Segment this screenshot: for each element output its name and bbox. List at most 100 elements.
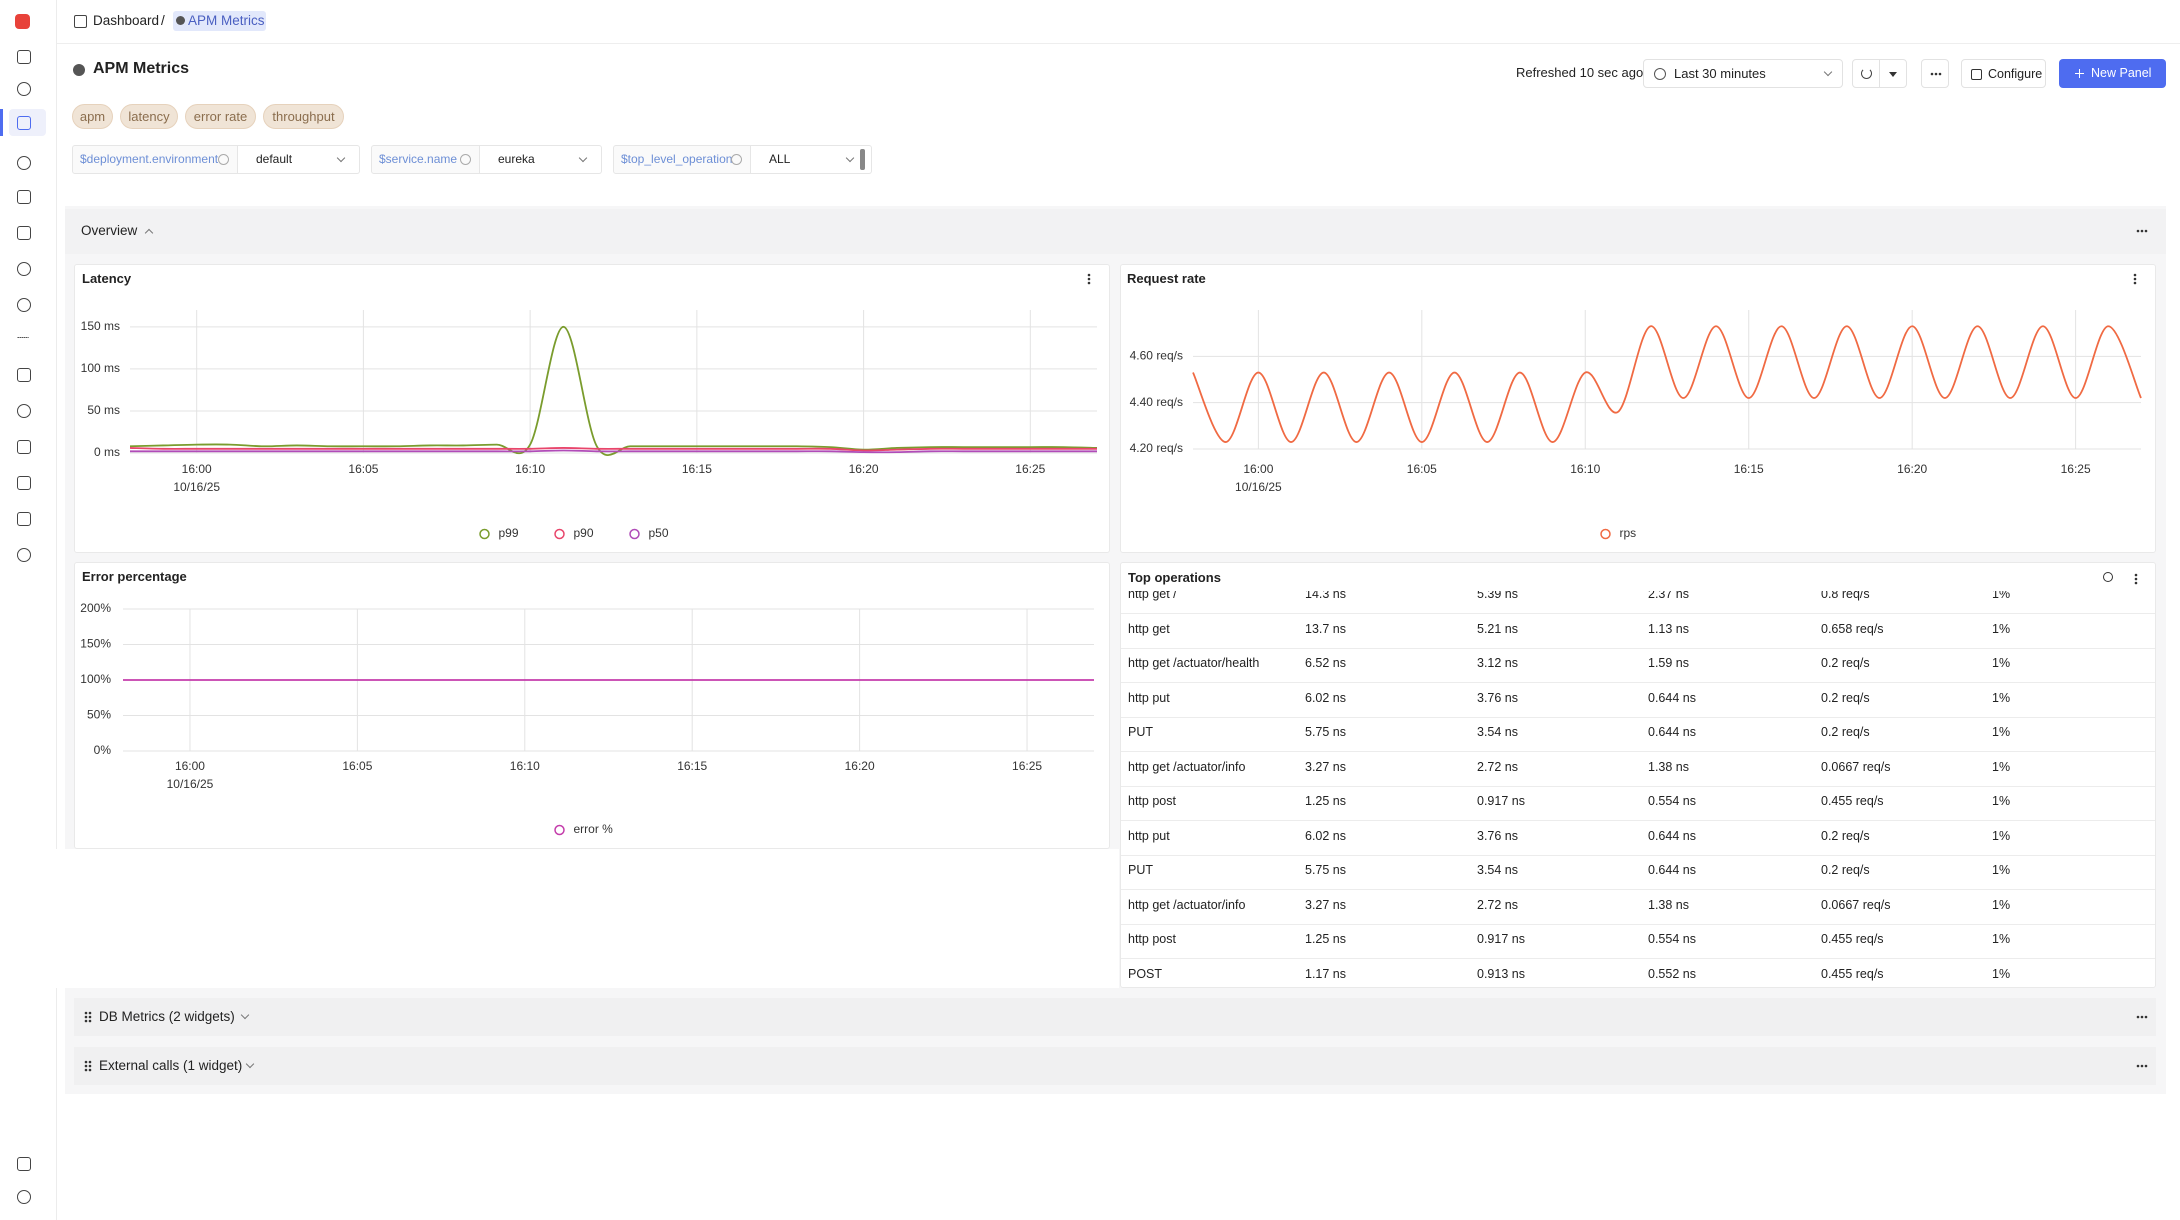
- variable-select[interactable]: default: [238, 145, 360, 174]
- section-menu[interactable]: [2135, 224, 2149, 238]
- table-row[interactable]: http put6.02 ns3.76 ns0.644 ns0.2 req/s1…: [1121, 683, 2155, 718]
- table-cell: 2.37 ns: [1648, 591, 1689, 601]
- table-cell: 0.2 req/s: [1821, 863, 1870, 877]
- refresh-icon: [1861, 68, 1872, 79]
- dot: [2134, 282, 2137, 285]
- section-menu[interactable]: [2135, 1059, 2149, 1073]
- variable-name: $top_level_operation: [613, 145, 751, 174]
- table-cell: 1.59 ns: [1648, 656, 1689, 670]
- tag: error rate: [185, 104, 256, 129]
- info-icon: [731, 154, 742, 165]
- dot: [2145, 230, 2148, 233]
- table-cell: 0.917 ns: [1477, 932, 1525, 946]
- refresh-button[interactable]: [1852, 59, 1880, 88]
- panel-title: Request rate: [1127, 270, 1206, 288]
- table-row[interactable]: POST1.17 ns0.913 ns0.552 ns0.455 req/s1%: [1121, 959, 2155, 988]
- nav-dashboards[interactable]: [17, 116, 31, 130]
- table-row[interactable]: http get13.7 ns5.21 ns1.13 ns0.658 req/s…: [1121, 614, 2155, 649]
- nav-alerts[interactable]: [17, 82, 31, 96]
- nav-infra[interactable]: [17, 440, 31, 454]
- table-row[interactable]: http get /actuator/health6.52 ns3.12 ns1…: [1121, 648, 2155, 683]
- section-header[interactable]: External calls (1 widget): [74, 1047, 2156, 1085]
- variable-select[interactable]: ALL: [751, 145, 872, 174]
- section-header[interactable]: Overview: [65, 209, 2166, 254]
- table-cell: 1%: [1992, 691, 2010, 705]
- section-header[interactable]: DB Metrics (2 widgets): [74, 998, 2156, 1036]
- drag-handle[interactable]: [81, 1059, 95, 1073]
- table-cell: 2.72 ns: [1477, 898, 1518, 912]
- nav-services[interactable]: [17, 298, 31, 312]
- table-row[interactable]: http get /actuator/info3.27 ns2.72 ns1.3…: [1121, 890, 2155, 925]
- dot: [2145, 1016, 2148, 1019]
- title-icon: [73, 64, 85, 76]
- nav-logs[interactable]: [17, 226, 31, 240]
- select-chevron: [579, 154, 587, 162]
- nav-inbox[interactable]: [17, 190, 31, 204]
- nav-settings[interactable]: [17, 1190, 31, 1204]
- nav-more[interactable]: [17, 337, 29, 338]
- nav-traces[interactable]: [17, 262, 31, 276]
- table-row[interactable]: http post1.25 ns0.917 ns0.554 ns0.455 re…: [1121, 786, 2155, 821]
- table-row[interactable]: http get /actuator/info3.27 ns2.72 ns1.3…: [1121, 752, 2155, 787]
- topbar-border: [57, 43, 2180, 44]
- new-panel-button[interactable]: New Panel: [2059, 59, 2166, 88]
- refresh-interval-button[interactable]: [1879, 59, 1907, 88]
- nav-support[interactable]: [17, 1157, 31, 1171]
- dots-icon: [81, 1059, 95, 1073]
- table-row[interactable]: http post1.25 ns0.917 ns0.554 ns0.455 re…: [1121, 924, 2155, 959]
- panel-menu[interactable]: [2129, 572, 2143, 586]
- nav-home[interactable]: [17, 50, 31, 64]
- time-range-select[interactable]: Last 30 minutes: [1643, 59, 1843, 88]
- table-row[interactable]: PUT5.75 ns3.54 ns0.644 ns0.2 req/s1%: [1121, 717, 2155, 752]
- nav-integrations[interactable]: [17, 548, 31, 562]
- table-row[interactable]: http get /14.3 ns5.39 ns2.37 ns0.8 req/s…: [1121, 591, 2155, 614]
- dot: [1935, 73, 1938, 76]
- table-cell: 0.658 req/s: [1821, 622, 1884, 636]
- panel-menu[interactable]: [2128, 272, 2142, 286]
- table-row[interactable]: http put6.02 ns3.76 ns0.644 ns0.2 req/s1…: [1121, 821, 2155, 856]
- dot: [89, 1069, 92, 1072]
- configure-button[interactable]: Configure: [1961, 59, 2046, 88]
- variable-value: eureka: [498, 152, 535, 166]
- table-cell: 0.554 ns: [1648, 794, 1696, 808]
- dot: [2141, 1065, 2144, 1068]
- dot: [2137, 230, 2140, 233]
- table-cell: 1%: [1992, 932, 2010, 946]
- nav-charts[interactable]: [17, 476, 31, 490]
- section-title: DB Metrics (2 widgets): [99, 1008, 235, 1026]
- more-actions-button[interactable]: [1921, 59, 1949, 88]
- table-cell: http get /actuator/health: [1128, 656, 1259, 670]
- table-cell: 5.75 ns: [1305, 725, 1346, 739]
- dot: [2134, 278, 2137, 281]
- logo[interactable]: [15, 14, 30, 29]
- error-panel: [74, 562, 1110, 849]
- breadcrumb-separator: /: [161, 12, 165, 30]
- variable-select[interactable]: eureka: [480, 145, 602, 174]
- nav-exceptions[interactable]: [17, 404, 31, 418]
- configure-icon: [1971, 69, 1982, 80]
- globe-icon: [176, 16, 185, 25]
- panel-title: Top operations: [1128, 569, 1221, 587]
- table-cell: 1.17 ns: [1305, 967, 1346, 981]
- section-menu[interactable]: [2135, 1010, 2149, 1024]
- table-cell: 1%: [1992, 794, 2010, 808]
- breadcrumb-current[interactable]: APM Metrics: [188, 12, 265, 30]
- dot: [2134, 274, 2137, 277]
- variable-name-text: $deployment.environment: [80, 152, 218, 166]
- nav-metrics[interactable]: [17, 368, 31, 382]
- table-cell: 5.75 ns: [1305, 863, 1346, 877]
- table-row[interactable]: PUT5.75 ns3.54 ns0.644 ns0.2 req/s1%: [1121, 855, 2155, 890]
- clock-icon: [1654, 68, 1666, 80]
- variable-name: $deployment.environment: [72, 145, 238, 174]
- caret-icon: [1889, 72, 1897, 77]
- nav-messaging[interactable]: [17, 512, 31, 526]
- nav-explore[interactable]: [17, 156, 31, 170]
- section-title: Overview: [81, 222, 137, 240]
- blank-strip: [0, 849, 1119, 988]
- table-cell: PUT: [1128, 863, 1153, 877]
- breadcrumb-parent[interactable]: Dashboard: [93, 12, 159, 30]
- drag-handle[interactable]: [81, 1010, 95, 1024]
- table-cell: 1%: [1992, 591, 2010, 601]
- search-icon[interactable]: [2103, 572, 2113, 582]
- panel-menu[interactable]: [1082, 272, 1096, 286]
